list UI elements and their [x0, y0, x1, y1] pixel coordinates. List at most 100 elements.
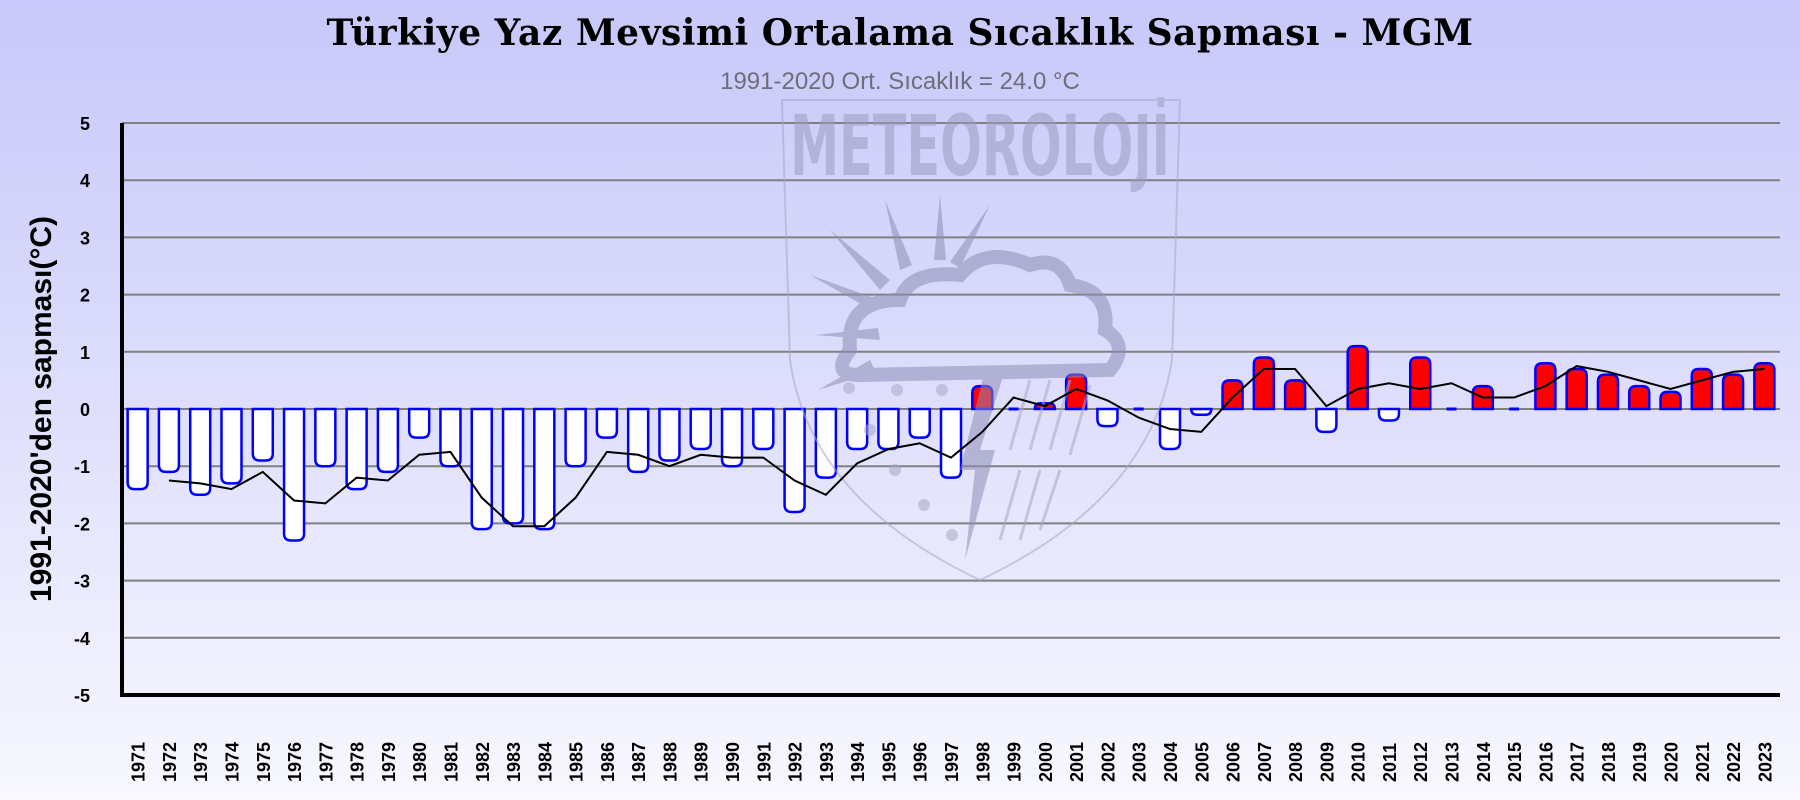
x-tick-label: 1971 [129, 742, 149, 782]
x-tick-label: 2002 [1098, 742, 1118, 782]
x-tick-label: 1988 [660, 742, 680, 782]
bar-negative [501, 407, 525, 525]
x-tick-label: 2000 [1036, 742, 1056, 782]
x-tick-label: 2020 [1662, 742, 1682, 782]
y-axis-ticks: 5 4 3 2 1 0 -1 -2 -3 -4 -5 [74, 114, 90, 706]
bar-negative [1096, 407, 1119, 428]
x-tick-label: 2006 [1224, 742, 1244, 782]
bar-negative [1190, 407, 1213, 416]
bar-positive [1252, 356, 1276, 411]
x-tick-label: 2008 [1286, 742, 1306, 782]
y-tick-label: 2 [80, 286, 90, 306]
x-tick-label: 1981 [441, 742, 461, 782]
y-tick-label: 5 [80, 114, 90, 134]
bar-negative [845, 407, 869, 451]
mgm-shield-logo-icon: METEOROLOJİ [780, 97, 1182, 582]
x-tick-label: 1992 [786, 742, 806, 782]
x-tick-label: 2003 [1130, 742, 1150, 782]
y-tick-label: -5 [74, 686, 90, 706]
bar-positive [1659, 390, 1682, 411]
x-tick-label: 2005 [1192, 742, 1212, 782]
x-tick-label: 1994 [848, 742, 868, 782]
x-tick-label: 2016 [1536, 742, 1556, 782]
chart-title: Türkiye Yaz Mevsimi Ortalama Sıcaklık Sa… [326, 12, 1474, 54]
x-tick-label: 1979 [379, 742, 399, 782]
x-tick-label: 2011 [1380, 743, 1400, 782]
x-tick-label: 1995 [879, 742, 899, 782]
bar-positive [1565, 367, 1588, 411]
bar-negative [595, 407, 619, 439]
x-tick-label: 1996 [911, 742, 931, 782]
x-tick-label: 1998 [973, 742, 993, 782]
bar-negative [407, 407, 431, 439]
x-tick-label: 1991 [754, 742, 774, 782]
bar-negative [626, 407, 650, 474]
x-tick-label: 1986 [598, 742, 618, 782]
bar-positive [1283, 379, 1307, 411]
bar-negative [157, 407, 181, 474]
x-tick-label: 1980 [410, 742, 430, 782]
bar-negative [376, 407, 400, 474]
y-tick-label: -4 [74, 629, 90, 649]
x-tick-label: 2012 [1411, 742, 1431, 782]
bar-negative [814, 407, 838, 479]
x-tick-label: 2010 [1349, 742, 1369, 782]
bar-negative [783, 407, 806, 514]
x-tick-label: 1972 [160, 742, 180, 782]
x-tick-label: 2022 [1724, 742, 1744, 782]
x-tick-label: 1990 [723, 742, 743, 782]
bar-negative [939, 407, 963, 479]
x-tick-label: 2014 [1474, 742, 1494, 782]
bar-negative [126, 407, 149, 491]
moving-average-line [168, 365, 1765, 528]
bar-negative [439, 407, 462, 468]
axes [120, 123, 1780, 697]
bar-negative [251, 407, 275, 462]
bar-negative [908, 407, 931, 439]
bar-negative [282, 407, 306, 542]
x-tick-label: 2001 [1067, 742, 1087, 782]
bar-negative [220, 407, 243, 485]
bar-negative [752, 407, 775, 451]
x-tick-label: 1997 [942, 742, 962, 782]
bar-negative [188, 407, 212, 497]
bar-negative [1377, 407, 1401, 422]
bar-negative [1315, 407, 1338, 434]
x-tick-label: 1982 [473, 742, 493, 782]
bar-positive [1721, 373, 1745, 411]
x-tick-label: 2019 [1630, 742, 1650, 782]
x-tick-label: 2009 [1317, 742, 1337, 782]
y-tick-label: -2 [74, 514, 90, 534]
watermark-text: METEOROLOJİ [790, 97, 1170, 195]
x-tick-label: 1977 [316, 742, 336, 782]
x-tick-label: 1973 [191, 742, 211, 782]
bar-negative [533, 407, 556, 531]
bar-positive [1346, 344, 1369, 411]
bar-negative [877, 407, 900, 451]
x-tick-label: 1974 [222, 742, 242, 782]
bar-positive [1627, 384, 1651, 411]
x-tick-label: 1975 [254, 742, 274, 782]
y-tick-label: 1 [80, 343, 90, 363]
x-tick-label: 2018 [1599, 742, 1619, 782]
y-tick-label: 3 [80, 228, 90, 248]
x-tick-label: 2021 [1693, 742, 1713, 782]
y-tick-label: 4 [80, 171, 90, 191]
bar-negative [689, 407, 712, 451]
x-axis-ticks: 1971 1972 1973 1974 1975 1976 1977 1978 1979 1980… [129, 742, 1776, 782]
y-tick-label: -3 [74, 572, 90, 592]
bar-positive [1690, 367, 1714, 411]
y-tick-label: -1 [74, 457, 90, 477]
x-tick-label: 1993 [817, 742, 837, 782]
bar-negative [314, 407, 337, 468]
bar-negative [564, 407, 587, 468]
x-tick-label: 2007 [1255, 742, 1275, 782]
bar-negative [470, 407, 494, 531]
x-tick-label: 1989 [692, 742, 712, 782]
bar-positive [1753, 361, 1776, 411]
x-tick-label: 2023 [1755, 742, 1775, 782]
bar-negative [658, 407, 681, 462]
bar-positive [1596, 373, 1620, 411]
x-tick-label: 2017 [1568, 742, 1588, 782]
x-tick-label: 2004 [1161, 742, 1181, 782]
